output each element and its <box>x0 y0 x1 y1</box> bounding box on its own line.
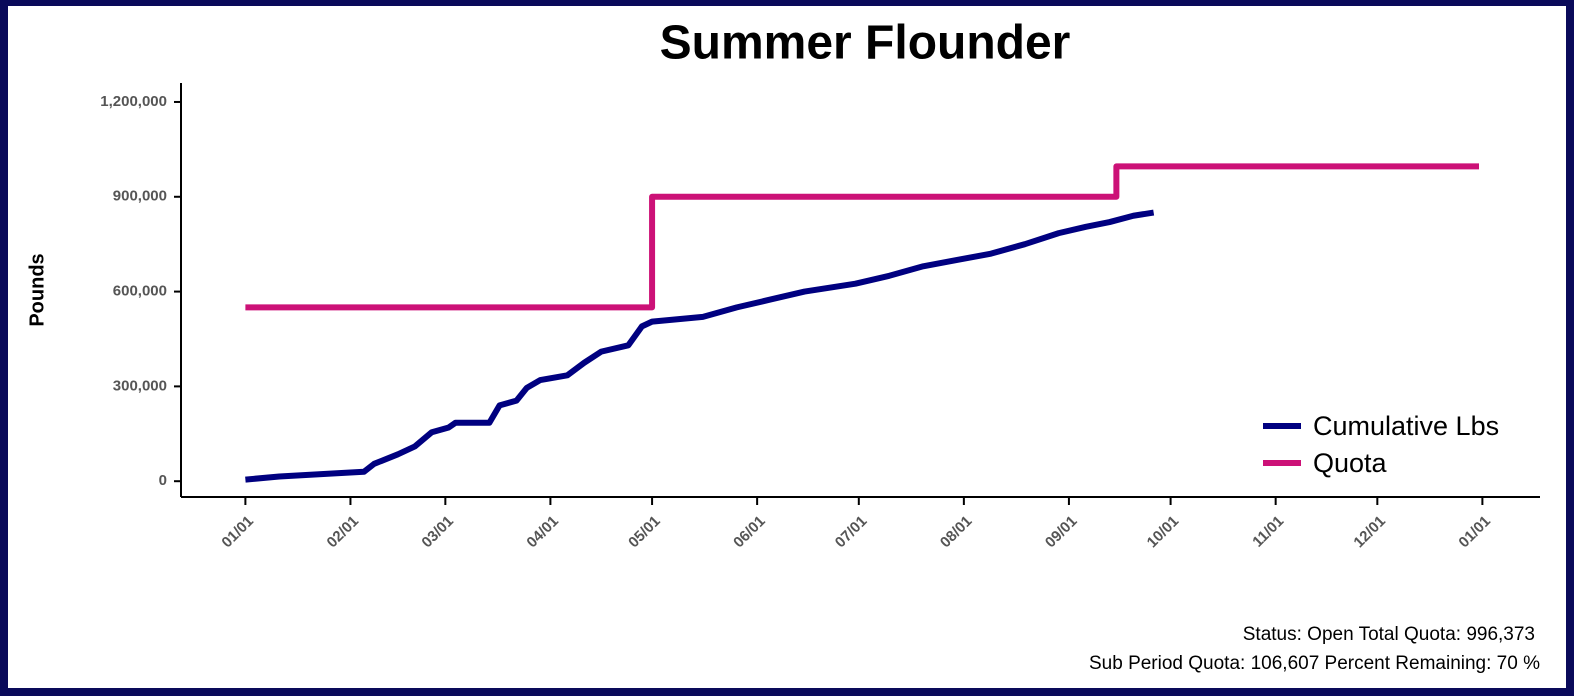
y-tick-label: 0 <box>159 472 167 489</box>
data-line <box>245 163 1479 311</box>
y-axis-label: Pounds <box>26 253 48 326</box>
legend-label: Quota <box>1313 448 1388 478</box>
y-tick-label: 600,000 <box>113 283 167 300</box>
y-tick-label: 1,200,000 <box>100 93 167 110</box>
legend-label: Cumulative Lbs <box>1313 411 1499 441</box>
y-tick-label: 900,000 <box>113 188 167 205</box>
chart-title: Summer Flounder <box>660 17 1071 70</box>
y-tick-label: 300,000 <box>113 377 167 394</box>
data-line <box>245 209 1155 483</box>
quota-note: Sub Period Quota: 106,607 Percent Remain… <box>1089 653 1540 674</box>
background <box>8 6 1566 688</box>
status-note: Status: Open Total Quota: 996,373 <box>1243 624 1535 645</box>
